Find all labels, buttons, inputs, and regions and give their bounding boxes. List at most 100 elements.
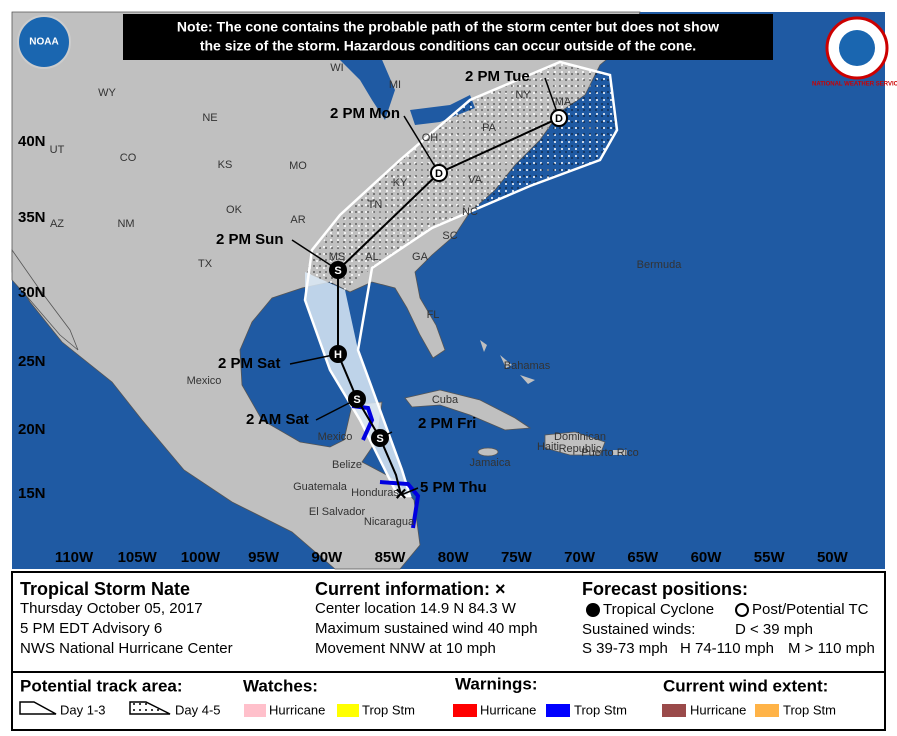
lon-label: 85W [375, 549, 407, 566]
forecast-s: S 39-73 mph [582, 640, 668, 657]
forecast-tc: Tropical Cyclone [603, 601, 714, 618]
forecast-m: M > 110 mph [788, 640, 875, 657]
current-line: Movement NNW at 10 mph [315, 640, 496, 657]
track-label: 2 PM Tue [465, 68, 530, 85]
place-label: KY [393, 177, 408, 189]
lon-label: 100W [181, 549, 221, 566]
lat-label: 40N [18, 133, 46, 150]
lon-label: 60W [691, 549, 723, 566]
hispaniola [544, 431, 606, 456]
cone-day-4-5-dots [305, 62, 617, 290]
place-label: Dominican [554, 431, 606, 443]
track-label: 2 PM Sun [216, 231, 284, 248]
note-line: Note: The cone contains the probable pat… [177, 19, 719, 35]
tc-symbol [586, 603, 600, 617]
noaa-logo [17, 15, 71, 69]
watch-hurricane-swatch [244, 704, 266, 717]
lon-label: 75W [501, 549, 533, 566]
track-point [430, 164, 448, 182]
current-line: Maximum sustained wind 40 mph [315, 620, 538, 637]
legend-heading: Current wind extent: [663, 676, 828, 695]
place-label: El Salvador [309, 506, 366, 518]
forecast-winds: Sustained winds: [582, 621, 695, 638]
track [337, 117, 560, 496]
place-label: NC [462, 206, 478, 218]
place-label: KS [218, 159, 233, 171]
warning-ts-swatch [546, 704, 570, 717]
place-label: MO [289, 160, 307, 172]
ptc-symbol [735, 603, 749, 617]
cuba [404, 389, 532, 431]
lon-label: 65W [627, 549, 659, 566]
track-marker: H [334, 349, 342, 361]
legend-item: Hurricane [690, 702, 746, 717]
forecast-h: H 74-110 mph [680, 640, 774, 657]
place-label: Puerto Rico [581, 447, 638, 459]
track-label: 2 PM Sat [218, 355, 281, 372]
track-marker: S [334, 265, 341, 277]
place-label: VA [468, 174, 483, 186]
track-label: 2 AM Sat [246, 411, 309, 428]
extent-ts-swatch [755, 704, 779, 717]
legend-item: Trop Stm [574, 702, 627, 717]
place-label: Mexico [187, 375, 222, 387]
storm-advisory: 5 PM EDT Advisory 6 [20, 620, 162, 637]
place-label: AR [290, 214, 305, 226]
place-label: MA [555, 96, 572, 108]
forecast-d: D < 39 mph [735, 621, 813, 638]
nws-text: NATIONAL WEATHER SERVICE [812, 82, 897, 88]
track-marker: D [435, 168, 443, 180]
place-label: UT [50, 144, 65, 156]
lat-label: 30N [18, 284, 46, 301]
watch-ts-swatch [337, 704, 359, 717]
note-box [123, 14, 773, 60]
day45-swatch [129, 701, 171, 715]
place-label: TX [198, 258, 213, 270]
place-label: Jamaica [470, 457, 512, 469]
place-label: FL [427, 309, 440, 321]
place-label: OK [226, 204, 243, 216]
leader-line [291, 239, 339, 271]
track-label: 5 PM Thu [420, 479, 487, 496]
legend-item: Trop Stm [362, 702, 415, 717]
track-point [329, 345, 347, 363]
nws-logo-inner [839, 30, 875, 66]
legend-item: Day 4-5 [175, 702, 221, 717]
place-label: Guatemala [293, 481, 348, 493]
place-label: MS [329, 251, 346, 263]
place-label: Haiti [537, 441, 559, 453]
place-label: PA [482, 122, 497, 134]
puerto-rico [613, 450, 627, 455]
place-label: Bermuda [637, 259, 683, 271]
track-marker: S [353, 394, 360, 406]
lon-label: 50W [817, 549, 849, 566]
place-label: WY [98, 87, 116, 99]
lat-label: 15N [18, 485, 46, 502]
leader-line [403, 115, 440, 174]
lat-label: 20N [18, 421, 46, 438]
jamaica [477, 447, 499, 457]
place-label: AZ [50, 218, 64, 230]
place-label: MI [389, 79, 401, 91]
track-label: 2 PM Fri [418, 415, 476, 432]
track-point [348, 390, 366, 408]
legend-heading: Warnings: [455, 674, 537, 693]
place-label: GA [412, 251, 429, 263]
place-label: TN [368, 199, 383, 211]
lon-label: 105W [118, 549, 158, 566]
great-lakes [340, 55, 475, 125]
forecast-heading: Forecast positions: [582, 579, 748, 599]
storm-name: Tropical Storm Nate [20, 579, 190, 599]
current-heading: Current information: × [315, 579, 506, 599]
place-label: NY [515, 89, 531, 101]
place-label: Bahamas [504, 360, 551, 372]
track-marker: × [395, 483, 407, 505]
noaa-text: NOAA [29, 37, 58, 48]
lat-label: 35N [18, 209, 46, 226]
lon-label: 95W [248, 549, 280, 566]
place-label: WI [330, 62, 343, 74]
storm-center: NWS National Hurricane Center [20, 640, 233, 657]
bahamas [480, 340, 535, 384]
lat-label: 25N [18, 353, 46, 370]
